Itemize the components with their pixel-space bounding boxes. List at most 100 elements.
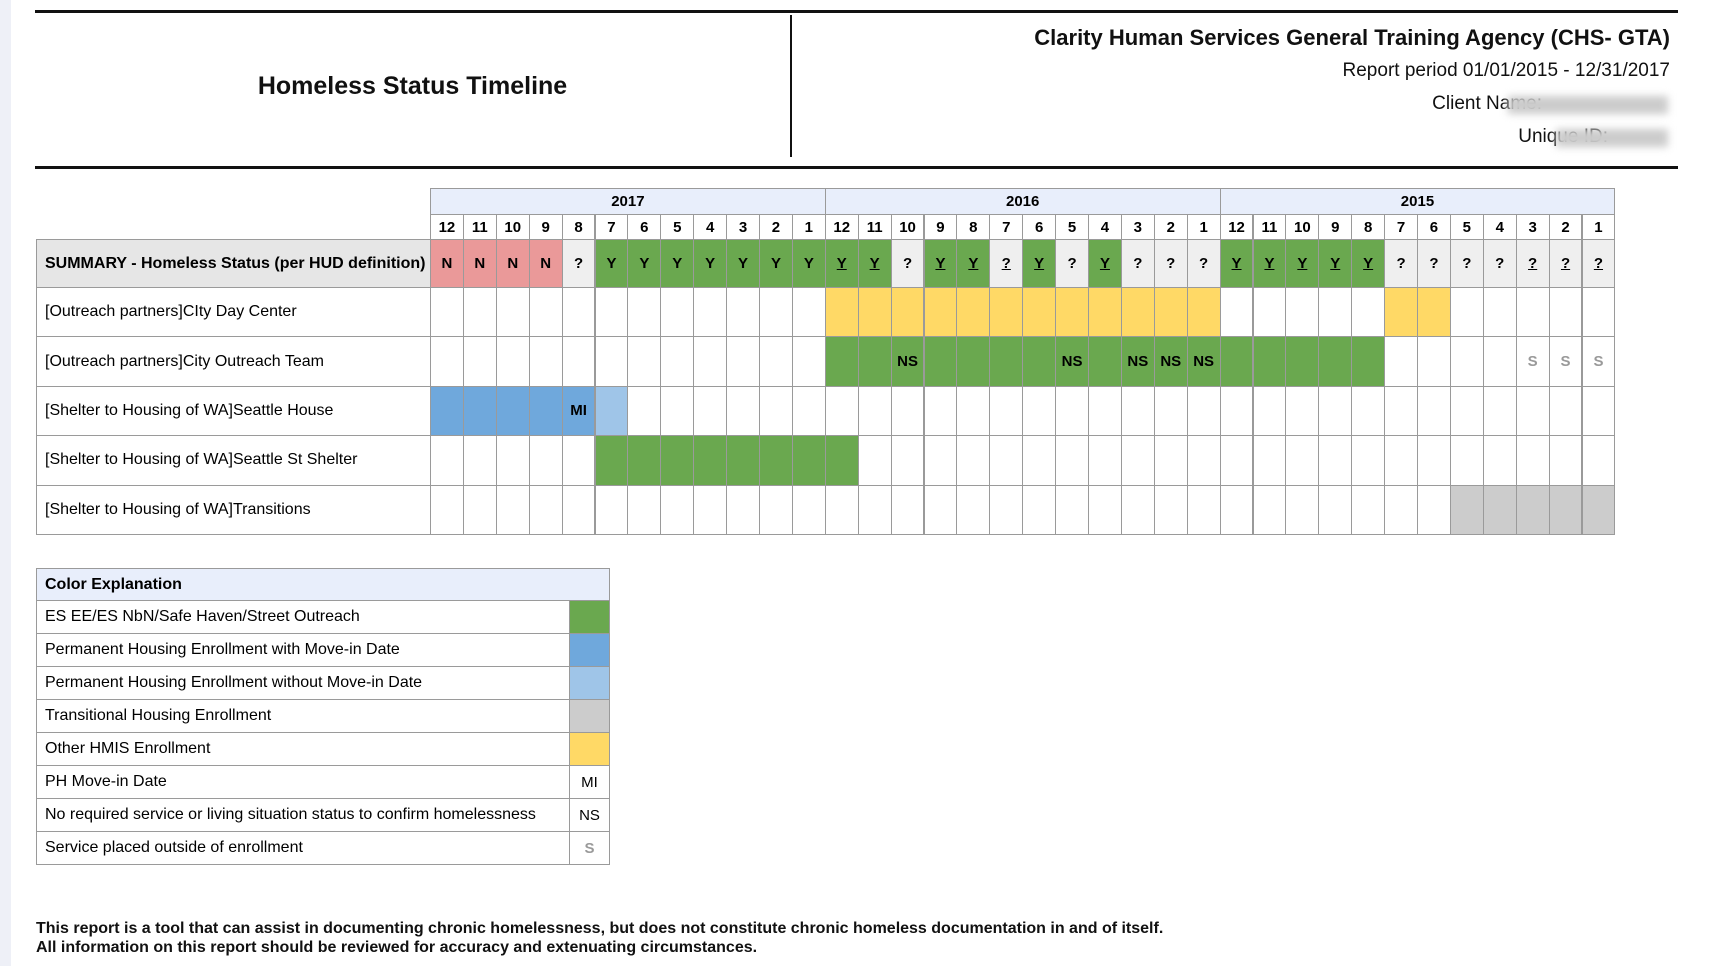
timeline-cell <box>693 484 728 535</box>
timeline-cell <box>1022 287 1057 338</box>
timeline-cell <box>890 435 925 486</box>
timeline-cell <box>1351 385 1386 437</box>
year-header: 2015 <box>1219 188 1616 215</box>
timeline-cell: ? <box>1417 239 1451 288</box>
timeline-cell <box>1318 484 1353 535</box>
timeline-cell <box>726 287 760 338</box>
month-header: 4 <box>693 214 728 240</box>
timeline-cell <box>528 287 563 338</box>
rule <box>35 10 1678 13</box>
timeline-cell <box>1515 385 1550 437</box>
timeline-cell <box>1351 287 1386 338</box>
month-header: 5 <box>1055 214 1089 240</box>
legend-label: Other HMIS Enrollment <box>36 732 570 766</box>
timeline-cell: ? <box>1186 239 1221 288</box>
timeline-cell: Y <box>857 239 892 288</box>
timeline-cell <box>1548 385 1583 437</box>
timeline-cell <box>857 385 892 437</box>
timeline-cell <box>791 435 826 486</box>
timeline-cell: NS <box>1055 336 1089 387</box>
month-header: 8 <box>1351 214 1386 240</box>
timeline-cell: ? <box>1384 239 1418 288</box>
redacted <box>1556 129 1668 147</box>
timeline-cell <box>923 385 958 437</box>
timeline-cell <box>1449 435 1484 486</box>
redacted <box>1508 96 1668 114</box>
legend-label: PH Move-in Date <box>36 765 570 799</box>
timeline-cell <box>462 385 497 437</box>
timeline-cell <box>824 287 859 338</box>
timeline-cell <box>594 336 629 387</box>
timeline-cell <box>1449 385 1484 437</box>
timeline-cell <box>1417 385 1451 437</box>
timeline-cell: NS <box>890 336 925 387</box>
timeline-cell <box>1186 484 1221 535</box>
year-header: 2017 <box>430 188 826 215</box>
month-header: 5 <box>1449 214 1484 240</box>
timeline-cell: ? <box>1548 239 1583 288</box>
timeline-cell <box>660 385 695 437</box>
timeline-cell <box>693 336 728 387</box>
timeline-cell: Y <box>1351 239 1386 288</box>
timeline-cell <box>989 435 1024 486</box>
timeline-cell <box>627 435 662 486</box>
timeline-cell <box>1581 435 1616 486</box>
timeline-cell <box>1384 484 1418 535</box>
timeline-cell: Y <box>956 239 991 288</box>
timeline-cell <box>759 435 793 486</box>
timeline-cell <box>1153 385 1188 437</box>
legend-swatch: S <box>569 831 610 865</box>
timeline-cell <box>1055 435 1089 486</box>
timeline-cell: ? <box>1515 239 1550 288</box>
legend-label: Permanent Housing Enrollment with Move-i… <box>36 633 570 667</box>
row-label: [Outreach partners]City Outreach Team <box>36 336 431 387</box>
timeline-cell <box>1219 484 1254 535</box>
timeline-cell <box>956 435 991 486</box>
timeline-cell <box>1384 336 1418 387</box>
timeline-cell: ? <box>890 239 925 288</box>
timeline-cell <box>1120 484 1155 535</box>
timeline-cell <box>956 336 991 387</box>
legend-swatch <box>569 699 610 733</box>
timeline-cell <box>528 385 563 437</box>
timeline-cell <box>1515 484 1550 535</box>
timeline-cell <box>1548 287 1583 338</box>
timeline-cell <box>1515 287 1550 338</box>
timeline-cell <box>1022 484 1057 535</box>
timeline-cell <box>1252 435 1287 486</box>
footer-note: All information on this report should be… <box>36 939 758 956</box>
legend-label: No required service or living situation … <box>36 798 570 832</box>
timeline-cell <box>923 287 958 338</box>
timeline-cell <box>528 484 563 535</box>
month-header: 9 <box>528 214 563 240</box>
timeline-cell <box>1153 435 1188 486</box>
timeline-cell <box>430 385 464 437</box>
timeline-cell <box>791 385 826 437</box>
timeline-cell <box>759 287 793 338</box>
legend-title: Color Explanation <box>36 568 610 601</box>
timeline-cell <box>726 336 760 387</box>
month-header: 7 <box>1384 214 1418 240</box>
row-label: SUMMARY - Homeless Status (per HUD defin… <box>36 239 431 288</box>
timeline-cell: N <box>430 239 464 288</box>
timeline-cell <box>1384 435 1418 486</box>
timeline-cell <box>1318 435 1353 486</box>
timeline-cell <box>430 336 464 387</box>
timeline-cell: Y <box>1318 239 1353 288</box>
timeline-cell <box>726 385 760 437</box>
timeline-cell <box>1120 385 1155 437</box>
timeline-cell <box>791 287 826 338</box>
month-header: 9 <box>923 214 958 240</box>
month-header: 5 <box>660 214 695 240</box>
timeline-cell <box>495 435 530 486</box>
legend-label: Transitional Housing Enrollment <box>36 699 570 733</box>
timeline-cell: Y <box>824 239 859 288</box>
timeline-cell <box>1351 336 1386 387</box>
timeline-cell <box>1318 336 1353 387</box>
timeline-cell: ? <box>1153 239 1188 288</box>
timeline-cell: S <box>1581 336 1616 387</box>
month-header: 2 <box>759 214 793 240</box>
timeline-cell <box>528 435 563 486</box>
timeline-cell <box>1482 435 1517 486</box>
